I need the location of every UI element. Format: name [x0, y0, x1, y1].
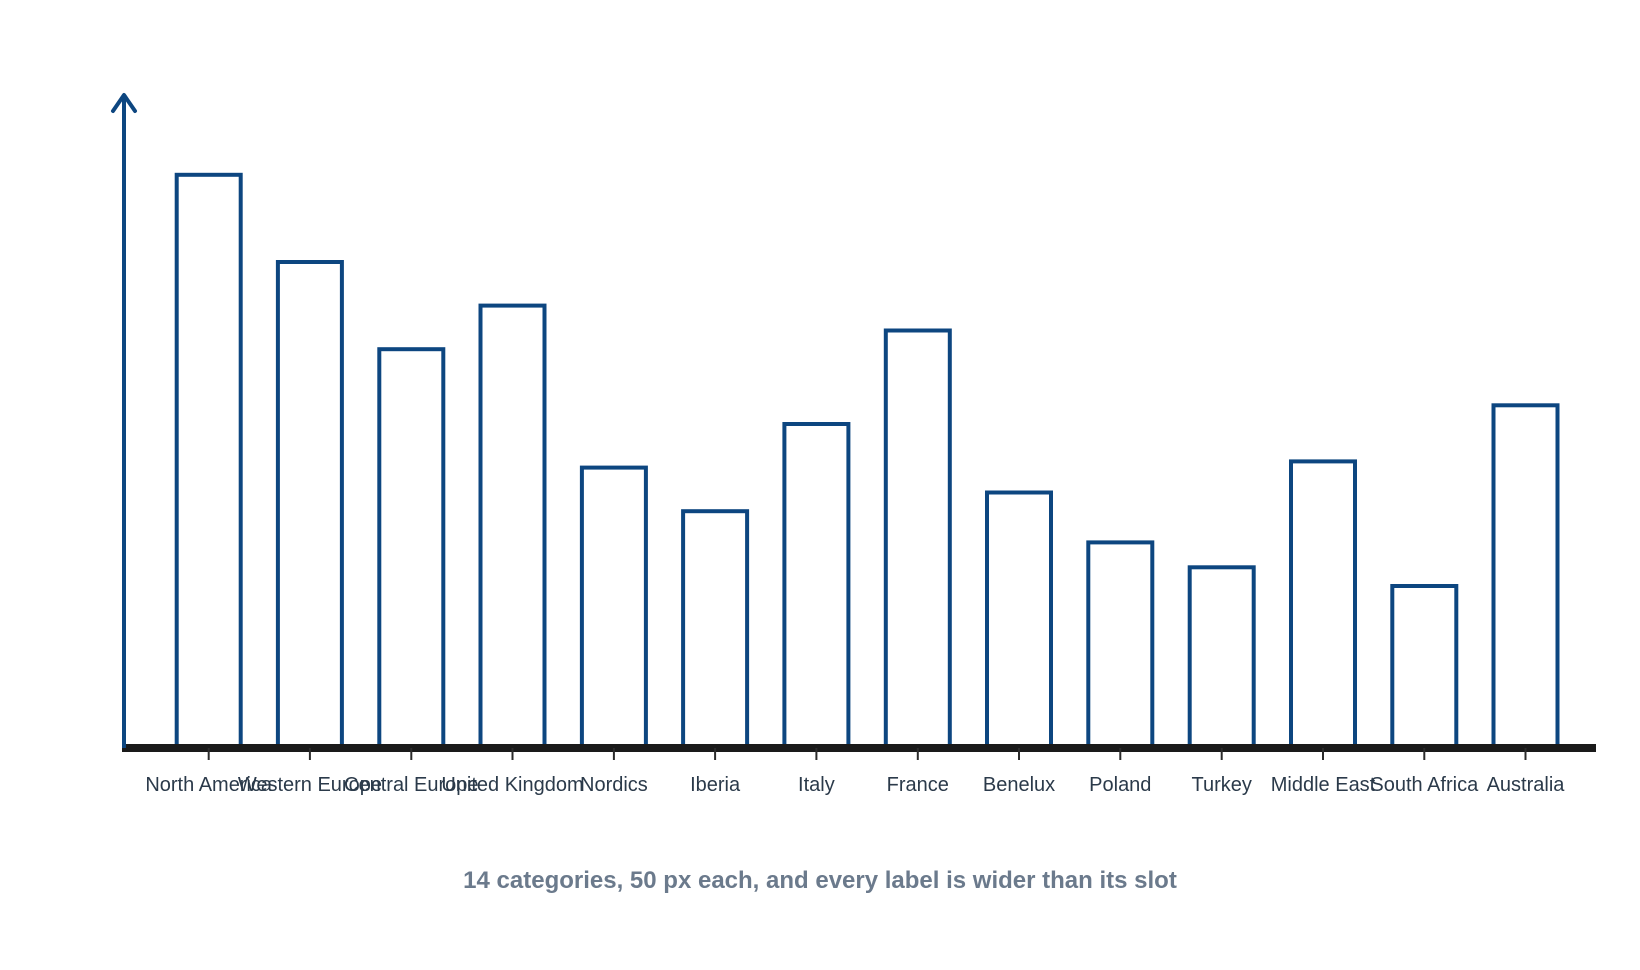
bar-australia	[1491, 403, 1560, 750]
x-tick-label: Nordics	[580, 774, 648, 796]
bar-turkey	[1187, 565, 1256, 750]
bar-nordics	[579, 465, 648, 750]
x-tick-label: Western Europe	[238, 774, 382, 796]
bar-middle-east	[1289, 459, 1357, 750]
bar-poland	[1086, 540, 1155, 751]
bar-benelux	[985, 490, 1053, 750]
bar-france	[883, 328, 952, 750]
bar-iberia	[681, 509, 750, 751]
x-tick-label: North America	[145, 774, 273, 796]
x-ticks-group	[207, 748, 1527, 760]
x-tick-label: Turkey	[1192, 774, 1252, 796]
bar-united-kingdom	[478, 303, 547, 750]
x-tick-label: Benelux	[983, 774, 1055, 796]
x-tick-label: Australia	[1487, 774, 1566, 796]
y-axis	[111, 93, 137, 748]
bar-italy	[782, 422, 851, 750]
bar-western-europe	[275, 260, 344, 750]
x-tick-label: Iberia	[690, 774, 741, 796]
y-axis-arrow-icon	[111, 93, 137, 113]
chart-caption: 14 categories, 50 px each, and every lab…	[463, 867, 1177, 894]
x-tick-label: South Africa	[1370, 774, 1479, 796]
bars-group	[174, 172, 1560, 751]
x-tick-label: Middle East	[1271, 774, 1376, 796]
x-tick-label: Poland	[1089, 774, 1151, 796]
x-tick-label: France	[887, 774, 949, 796]
bar-south-africa	[1390, 584, 1459, 750]
bar-central-europe	[377, 347, 446, 750]
x-tick-label: Italy	[798, 774, 835, 796]
x-tick-label: Central Europe	[344, 774, 479, 796]
bar-north-america	[174, 172, 243, 751]
x-tick-label: United Kingdom	[441, 774, 583, 796]
